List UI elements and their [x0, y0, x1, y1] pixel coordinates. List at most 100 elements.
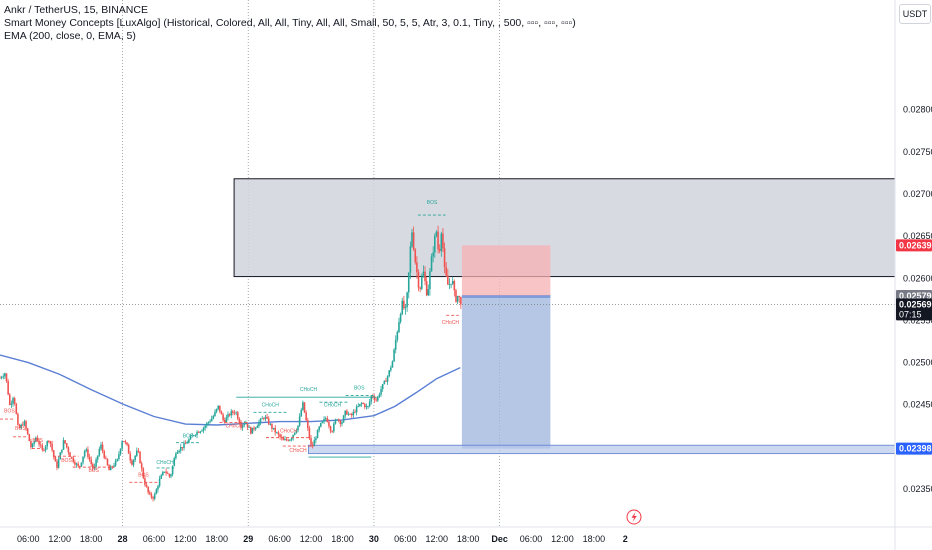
chart-legend: Ankr / TetherUS, 15, BINANCE Smart Money…	[4, 4, 576, 43]
price-tag-countdown: 07:15	[899, 309, 922, 319]
candle-body	[207, 422, 210, 424]
candle-body	[166, 473, 169, 474]
candle-body	[51, 443, 53, 451]
candle-body	[56, 461, 58, 468]
candle-body	[377, 396, 379, 401]
candle-body	[263, 418, 265, 420]
indicator-ema-label[interactable]: EMA (200, close, 0, EMA, 5)	[4, 30, 136, 42]
candle-body	[137, 450, 140, 452]
candle-body	[127, 444, 130, 454]
candle-body	[85, 449, 88, 451]
supply-zone	[233, 178, 896, 278]
indicator-smc-label[interactable]: Smart Money Concepts [LuxAlgo] (Historic…	[4, 17, 576, 29]
candle-body	[357, 406, 360, 407]
candle-body	[15, 403, 18, 414]
x-tick-label: 06:00	[268, 534, 291, 544]
candle-body	[4, 373, 6, 377]
candle-body	[209, 421, 211, 423]
candle-body	[189, 436, 192, 440]
x-tick-label: 28	[118, 534, 128, 544]
candle-body	[46, 441, 49, 447]
candle-body	[266, 416, 268, 419]
candle-body	[349, 413, 351, 415]
lightning-icon[interactable]	[626, 509, 642, 525]
price-tag-label: 0.02639	[899, 240, 932, 250]
smc-label: CHoCH	[225, 424, 243, 430]
candle-body	[140, 463, 143, 469]
candle-body	[106, 458, 109, 466]
candle-body	[355, 406, 358, 413]
candle-body	[75, 463, 78, 465]
candle-body	[152, 497, 154, 499]
candle-body	[30, 441, 32, 448]
candle-body	[80, 462, 83, 467]
candle-body	[145, 484, 148, 487]
candle-body	[160, 475, 163, 479]
ema-200-line	[0, 354, 461, 426]
candle-body	[90, 459, 92, 465]
price-tag-label: 0.02398	[899, 444, 932, 454]
candle-body	[320, 422, 322, 427]
x-tick-label: 30	[369, 534, 379, 544]
currency-button[interactable]: USDT	[899, 4, 931, 24]
candle-body	[359, 404, 361, 407]
candle-body	[8, 394, 11, 405]
candle-body	[10, 403, 13, 405]
candle-body	[246, 423, 249, 428]
candle-body	[20, 424, 22, 429]
candle-body	[264, 416, 267, 419]
candle-body	[184, 443, 187, 445]
candle-body	[87, 449, 89, 457]
candle-body	[96, 455, 99, 460]
candle-body	[44, 446, 47, 451]
candles	[0, 225, 462, 502]
candle-body	[35, 437, 37, 442]
candle-body	[33, 441, 35, 444]
candle-body	[38, 440, 40, 445]
smc-label: CHoCH	[262, 402, 280, 408]
candle-body	[196, 431, 198, 436]
candle-body	[334, 419, 337, 424]
candle-body	[422, 271, 425, 278]
candle-body	[241, 425, 244, 428]
symbol-title[interactable]: Ankr / TetherUS, 15, BINANCE	[4, 4, 148, 16]
price-tag	[896, 298, 932, 321]
candle-body	[26, 428, 29, 435]
candle-body	[65, 443, 68, 448]
candle-body	[101, 444, 104, 451]
candle-body	[83, 450, 86, 457]
smc-label: BOS	[61, 458, 72, 464]
candle-body	[41, 445, 44, 450]
candle-body	[292, 434, 294, 439]
candle-body	[386, 376, 389, 382]
candle-body	[57, 459, 60, 468]
candle-body	[259, 418, 262, 423]
candle-body	[0, 377, 1, 379]
x-tick-label: 12:00	[551, 534, 574, 544]
candle-body	[201, 430, 203, 432]
candle-body	[350, 414, 353, 416]
candle-body	[316, 430, 319, 439]
candle-body	[297, 425, 299, 431]
smc-label: CHoCH	[156, 460, 174, 466]
x-tick-label: 12:00	[425, 534, 448, 544]
candle-body	[175, 453, 177, 459]
candle-body	[240, 423, 242, 428]
candle-body	[165, 471, 167, 474]
candle-body	[13, 398, 16, 404]
smc-label: CHoCH	[324, 402, 342, 408]
candle-body	[77, 463, 79, 466]
smc-label: BOS	[88, 468, 99, 474]
candle-body	[274, 427, 277, 433]
candle-body	[293, 432, 296, 435]
candle-body	[365, 406, 368, 408]
candle-body	[430, 256, 433, 272]
candle-body	[233, 412, 236, 414]
candle-body	[383, 380, 386, 385]
candle-body	[289, 439, 291, 441]
candle-body	[372, 396, 374, 397]
candle-body	[139, 451, 141, 464]
smc-label: BOS	[15, 426, 26, 432]
